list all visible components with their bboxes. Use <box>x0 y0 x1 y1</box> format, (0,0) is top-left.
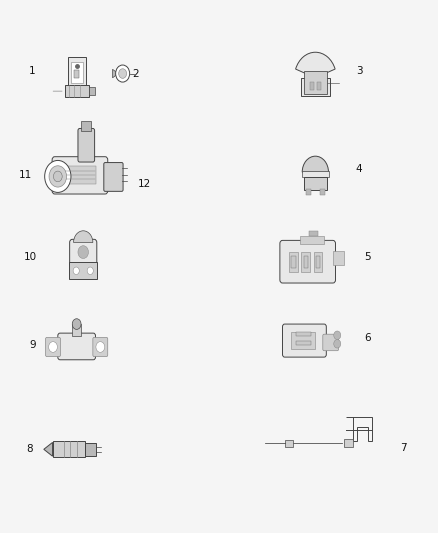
Text: 11: 11 <box>19 170 32 180</box>
Text: 5: 5 <box>364 253 371 262</box>
Bar <box>74 70 79 78</box>
Bar <box>291 332 315 349</box>
Bar <box>301 252 310 272</box>
Bar <box>85 443 96 456</box>
Text: 1: 1 <box>28 66 35 76</box>
Bar <box>296 341 311 345</box>
Text: 9: 9 <box>29 341 36 350</box>
Text: 3: 3 <box>356 66 363 76</box>
Text: 4: 4 <box>356 165 363 174</box>
Circle shape <box>119 69 127 78</box>
Bar <box>72 324 81 336</box>
Bar <box>302 171 328 177</box>
Bar <box>309 231 318 236</box>
Wedge shape <box>74 231 93 243</box>
Bar <box>61 166 96 184</box>
FancyBboxPatch shape <box>58 333 95 360</box>
Bar <box>320 189 325 195</box>
Bar <box>304 177 327 190</box>
Wedge shape <box>296 52 335 78</box>
Bar <box>304 71 327 94</box>
FancyBboxPatch shape <box>104 163 123 191</box>
Circle shape <box>334 331 341 340</box>
Wedge shape <box>302 156 328 172</box>
Circle shape <box>49 342 57 352</box>
Circle shape <box>116 65 130 82</box>
Bar <box>304 256 308 268</box>
FancyBboxPatch shape <box>70 239 97 267</box>
FancyBboxPatch shape <box>323 334 339 351</box>
Bar <box>317 82 321 90</box>
Bar <box>89 87 95 95</box>
Text: 2: 2 <box>132 69 139 78</box>
Bar <box>81 121 91 131</box>
Text: 12: 12 <box>138 179 151 189</box>
Bar <box>53 441 85 457</box>
Circle shape <box>87 267 93 274</box>
Bar <box>301 78 330 96</box>
Bar <box>300 236 324 244</box>
Text: 6: 6 <box>364 334 371 343</box>
Text: 10: 10 <box>24 253 37 262</box>
Bar <box>291 256 296 268</box>
FancyBboxPatch shape <box>93 337 108 357</box>
FancyBboxPatch shape <box>69 262 97 279</box>
Bar <box>310 82 314 90</box>
Bar <box>71 62 83 83</box>
FancyBboxPatch shape <box>52 157 108 194</box>
Bar <box>285 440 293 447</box>
Bar <box>289 252 298 272</box>
Bar <box>314 252 322 272</box>
Circle shape <box>45 160 71 192</box>
Circle shape <box>53 171 62 182</box>
FancyBboxPatch shape <box>46 337 60 357</box>
Bar <box>296 332 311 336</box>
Bar <box>333 251 344 265</box>
Polygon shape <box>44 442 53 456</box>
Circle shape <box>72 319 81 329</box>
FancyBboxPatch shape <box>280 240 336 283</box>
Polygon shape <box>113 69 118 78</box>
Bar <box>306 189 311 195</box>
Bar <box>316 256 320 268</box>
Circle shape <box>78 246 88 259</box>
Bar <box>344 439 353 447</box>
Circle shape <box>49 166 67 187</box>
Bar <box>68 57 86 86</box>
FancyBboxPatch shape <box>283 324 326 357</box>
Bar <box>65 85 89 97</box>
Text: 8: 8 <box>26 445 33 454</box>
Text: 7: 7 <box>399 443 406 453</box>
Circle shape <box>334 340 341 348</box>
Circle shape <box>96 342 105 352</box>
Circle shape <box>73 267 79 274</box>
FancyBboxPatch shape <box>78 128 95 162</box>
